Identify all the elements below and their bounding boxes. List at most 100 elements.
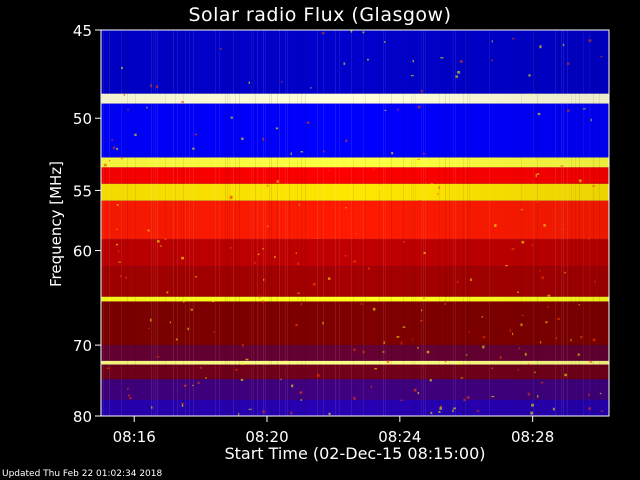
heatmap-speckle: [251, 194, 254, 197]
heatmap-streak: [289, 30, 290, 416]
heatmap-speckle: [118, 261, 121, 263]
heatmap-speckle: [439, 407, 442, 410]
heatmap-speckle: [190, 308, 193, 311]
heatmap-speckle: [298, 203, 300, 206]
heatmap-speckle: [420, 89, 423, 93]
heatmap-speckle: [181, 101, 184, 104]
heatmap-streak: [583, 30, 584, 416]
axis-ticks: 45 50 55 60 70 80 08:16 08:20 08:24 08:28: [73, 22, 554, 446]
heatmap-streak: [215, 30, 216, 416]
y-tick-label: 55: [73, 182, 92, 200]
heatmap-speckle: [412, 60, 414, 63]
heatmap-speckle: [460, 377, 464, 379]
heatmap-streak: [127, 30, 128, 416]
heatmap-speckle: [353, 397, 356, 400]
heatmap-speckle: [444, 360, 447, 362]
y-axis-label: Frequency [MHz]: [47, 160, 65, 288]
heatmap-speckle: [383, 341, 385, 344]
heatmap-streak: [411, 30, 412, 416]
heatmap-speckle: [457, 362, 461, 365]
heatmap-speckle: [116, 228, 118, 230]
heatmap-speckle: [370, 385, 373, 388]
heatmap-speckle: [482, 336, 486, 339]
heatmap-speckle: [362, 31, 365, 34]
heatmap-speckle: [560, 165, 564, 167]
heatmap-speckle: [468, 331, 470, 333]
heatmap-speckle: [527, 392, 530, 396]
heatmap-speckle: [524, 352, 527, 356]
heatmap-streak: [323, 30, 324, 416]
heatmap-streak: [287, 30, 288, 416]
heatmap-speckle: [482, 345, 485, 349]
heatmap-speckle: [169, 321, 172, 324]
heatmap-streak: [453, 30, 454, 416]
heatmap-streak: [251, 30, 252, 416]
heatmap-speckle: [567, 109, 570, 112]
heatmap-speckle: [238, 412, 240, 416]
heatmap-streak: [537, 30, 538, 416]
heatmap-speckle: [229, 247, 232, 249]
heatmap-speckle: [248, 408, 252, 410]
heatmap-speckle: [400, 341, 403, 345]
heatmap-speckle: [118, 297, 121, 301]
heatmap-speckle: [344, 255, 347, 257]
heatmap-speckle: [127, 387, 129, 390]
heatmap-speckle: [345, 207, 347, 209]
heatmap-speckle: [120, 275, 122, 278]
y-tick-label: 50: [73, 110, 92, 128]
heatmap-speckle: [417, 391, 420, 395]
heatmap-streak: [593, 30, 594, 416]
heatmap-speckle: [245, 358, 249, 361]
heatmap-speckle: [539, 341, 542, 344]
heatmap-speckle: [299, 391, 303, 394]
heatmap-speckle: [566, 62, 570, 65]
y-tick-label: 70: [73, 337, 92, 355]
heatmap-streak: [561, 30, 562, 416]
heatmap-speckle: [564, 373, 568, 377]
heatmap-speckle: [240, 378, 244, 381]
heatmap-speckle: [360, 303, 364, 305]
plot-frame: [100, 29, 610, 417]
heatmap-speckle: [205, 376, 207, 379]
heatmap-streak: [445, 30, 446, 416]
heatmap-speckle: [328, 412, 331, 416]
heatmap-streak: [193, 30, 194, 416]
heatmap-speckle: [578, 179, 582, 183]
heatmap-speckle: [103, 163, 107, 167]
heatmap-streak: [463, 30, 464, 416]
heatmap-speckle: [465, 354, 468, 356]
heatmap-streak: [151, 30, 152, 416]
heatmap-speckle: [150, 318, 152, 322]
heatmap-speckle: [262, 410, 265, 414]
heatmap-speckle: [187, 327, 189, 331]
heatmap-streak: [415, 30, 416, 416]
heatmap-speckle: [430, 411, 433, 415]
heatmap-speckle: [509, 329, 511, 333]
heatmap-speckle: [536, 395, 539, 398]
heatmap-speckle: [295, 324, 298, 327]
heatmap-speckle: [295, 252, 298, 254]
heatmap-speckle: [429, 379, 432, 382]
heatmap-speckle: [391, 151, 394, 155]
heatmap-streak: [575, 30, 576, 416]
heatmap-speckle: [123, 93, 126, 96]
heatmap-streak: [567, 30, 568, 416]
heatmap-speckle: [109, 159, 111, 162]
heatmap-speckle: [183, 384, 187, 387]
heatmap-speckle: [470, 278, 472, 282]
heatmap-speckle: [181, 404, 184, 407]
heatmap-speckle: [111, 139, 113, 142]
heatmap-speckle: [539, 45, 542, 49]
heatmap-streak: [279, 30, 280, 416]
heatmap-streak: [305, 30, 306, 416]
heatmap-speckle: [230, 195, 233, 198]
heatmap-speckle: [476, 410, 480, 412]
heatmap-speckle: [423, 251, 426, 255]
heatmap-speckle: [520, 323, 523, 327]
heatmap-speckle: [452, 409, 454, 412]
heatmap-speckle: [512, 332, 514, 336]
heatmap-speckle: [183, 301, 185, 303]
heatmap-speckle: [148, 327, 150, 329]
heatmap-speckle: [426, 350, 430, 354]
heatmap-streak: [277, 30, 278, 416]
